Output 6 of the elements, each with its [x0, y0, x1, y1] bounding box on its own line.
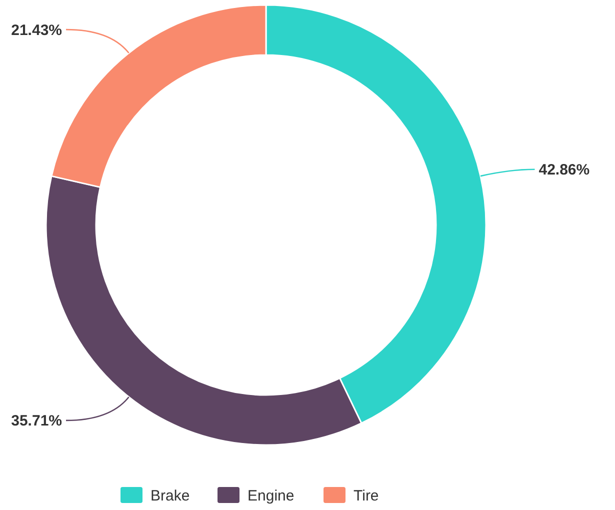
- legend-label: Tire: [354, 487, 379, 504]
- data-label: 21.43%: [11, 22, 62, 39]
- data-label: 42.86%: [538, 162, 590, 179]
- data-label: 35.71%: [11, 412, 62, 430]
- legend-label: Brake: [150, 487, 190, 504]
- legend-label: Engine: [248, 487, 294, 504]
